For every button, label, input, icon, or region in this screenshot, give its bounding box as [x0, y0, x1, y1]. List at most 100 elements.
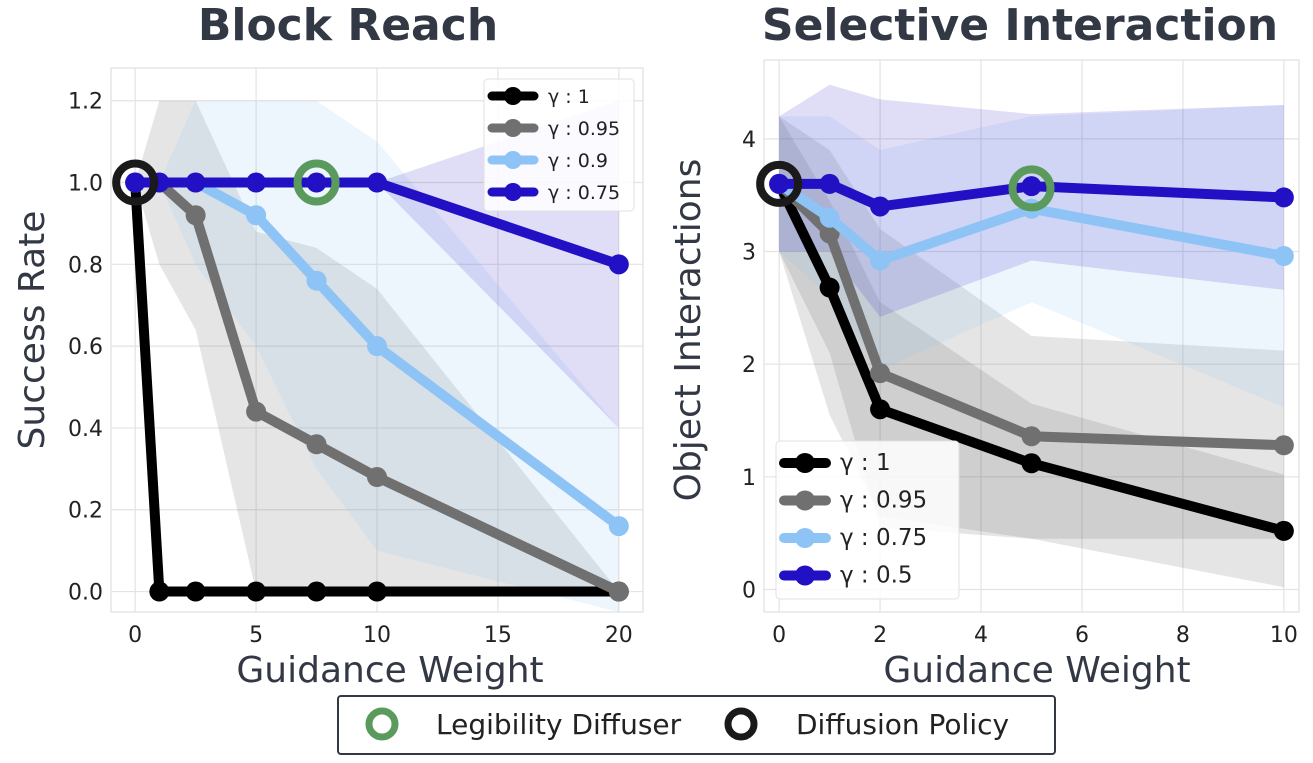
legend-swatch-marker: [504, 119, 522, 137]
data-point: [306, 172, 327, 193]
legend-label-diffusion-policy: Diffusion Policy: [796, 708, 1009, 741]
legibility-diffuser-marker: [1008, 165, 1055, 212]
data-point: [246, 205, 267, 226]
legend-swatch-marker: [795, 453, 815, 473]
data-point: [367, 336, 387, 357]
y-axis-label: Success Rate: [12, 211, 53, 450]
legend-label: γ : 1: [548, 86, 590, 108]
data-point: [1021, 426, 1042, 447]
x-tick-label: 8: [1176, 623, 1190, 648]
legend-label: γ : 0.75: [548, 182, 620, 204]
x-tick-label: 20: [605, 623, 633, 648]
block-reach-chart: Block Reach 0 5 10 15 20 0.0 0.2 0.4 0.6 0.8 1.0 1.…: [12, 0, 644, 691]
data-point: [367, 467, 387, 488]
y-tick-label: 0.0: [68, 581, 103, 606]
data-point: [870, 399, 891, 420]
series-legend: γ : 1 γ : 0.95 γ : 0.75 γ : 0.5: [775, 440, 960, 600]
y-axis-label: Object Interactions: [668, 159, 709, 502]
data-point: [819, 173, 840, 194]
confidence-band: [135, 100, 619, 612]
y-tick-label: 1.0: [68, 172, 103, 197]
legend-swatch-marker: [795, 490, 815, 511]
legend-swatch-marker: [504, 151, 522, 169]
data-point: [149, 581, 170, 602]
legend-swatch-marker: [795, 528, 815, 548]
chart-title: Selective Interaction: [762, 0, 1278, 51]
data-point: [870, 196, 891, 217]
data-point: [1273, 520, 1294, 541]
confidence-band: [779, 116, 1284, 539]
confidence-band: [779, 105, 1284, 407]
data-point: [306, 270, 327, 291]
legend-swatch-marker: [795, 565, 815, 586]
y-tick-label: 0.2: [68, 499, 103, 524]
x-tick-label: 0: [128, 623, 142, 648]
data-point: [870, 250, 891, 271]
y-tick-label: 0.6: [68, 335, 103, 360]
data-point: [1273, 246, 1294, 267]
legend-label: γ : 1: [840, 450, 891, 476]
legend-label: γ : 0.9: [548, 150, 608, 172]
y-tick-label: 1: [742, 466, 756, 491]
data-point: [819, 277, 840, 298]
y-tick-label: 1.2: [68, 90, 103, 115]
data-point: [367, 581, 387, 602]
data-point: [1273, 435, 1294, 456]
data-point: [1021, 453, 1042, 474]
x-tick-label: 10: [1270, 623, 1298, 648]
data-point: [125, 172, 146, 193]
legend-frame: [483, 78, 635, 212]
legend-swatch-marker: [504, 183, 522, 201]
plot-area: 0 2 4 6 8 10 0 1 2 3 4 γ : 1 γ : 0.95 γ : 0.75 γ : 0.5: [742, 59, 1300, 648]
data-point: [608, 516, 629, 537]
x-tick-label: 0: [772, 623, 786, 648]
data-point: [306, 581, 327, 602]
diffusion-policy-marker: [112, 159, 159, 206]
bottom-legend: Legibility Diffuser Diffusion Policy: [337, 695, 1056, 755]
x-tick-label: 5: [249, 623, 263, 648]
data-point: [819, 207, 840, 228]
diffusion-policy-ring-icon: [724, 707, 758, 741]
x-tick-label: 15: [484, 623, 512, 648]
legend-frame: [775, 440, 960, 600]
x-tick-label: 4: [974, 623, 988, 648]
legend-label-legibility-diffuser: Legibility Diffuser: [436, 708, 682, 741]
data-point: [367, 172, 387, 193]
plot-area: 0 5 10 15 20 0.0 0.2 0.4 0.6 0.8 1.0 1.2 γ : 1 γ : 0.…: [68, 67, 644, 648]
series-legend: γ : 1 γ : 0.95 γ : 0.9 γ : 0.75: [483, 78, 635, 212]
legend-swatch-marker: [504, 87, 522, 105]
data-point: [306, 434, 327, 455]
legend-label: γ : 0.5: [840, 563, 913, 589]
y-tick-label: 0.4: [68, 417, 103, 442]
y-tick-label: 2: [742, 353, 756, 378]
x-axis-label: Guidance Weight: [236, 650, 543, 691]
bottom-legend-frame: [337, 695, 1056, 755]
x-tick-label: 6: [1075, 623, 1089, 648]
data-point: [185, 205, 206, 226]
data-point: [185, 581, 206, 602]
legend-label: γ : 0.75: [840, 525, 927, 551]
y-tick-label: 0.8: [68, 253, 103, 278]
y-tick-label: 4: [742, 128, 756, 153]
data-point: [870, 363, 891, 384]
x-tick-label: 2: [873, 623, 887, 648]
legend-label: γ : 0.95: [548, 118, 620, 140]
y-tick-label: 0: [742, 578, 756, 603]
data-point: [185, 172, 206, 193]
legibility-diffuser-ring-icon: [365, 707, 399, 741]
data-point: [246, 172, 267, 193]
data-point: [1273, 187, 1294, 208]
data-point: [769, 173, 790, 194]
legibility-diffuser-marker: [293, 159, 340, 206]
data-point: [1021, 176, 1042, 197]
data-point: [246, 401, 267, 422]
chart-title: Block Reach: [198, 0, 498, 51]
legend-label: γ : 0.95: [840, 488, 927, 514]
y-tick-label: 3: [742, 241, 756, 266]
diffusion-policy-marker: [756, 160, 803, 207]
data-point: [246, 581, 267, 602]
data-point: [608, 581, 629, 602]
data-point: [608, 254, 629, 275]
